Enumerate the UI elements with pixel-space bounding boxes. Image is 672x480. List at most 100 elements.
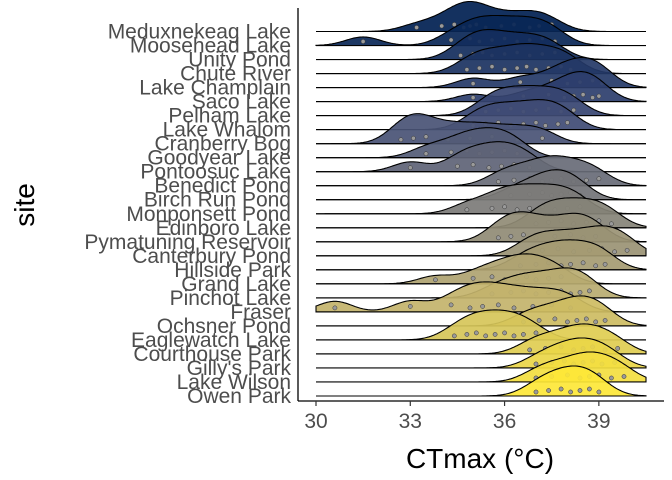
data-point	[423, 151, 429, 157]
data-point	[602, 261, 608, 267]
x-tick-label: 30	[304, 410, 327, 433]
y-tick-label: Grand Lake	[181, 273, 291, 296]
data-point	[486, 165, 492, 171]
data-point	[489, 274, 495, 280]
data-point	[583, 316, 589, 322]
data-point	[473, 330, 479, 336]
data-point	[521, 332, 526, 337]
data-point	[332, 305, 338, 311]
data-point	[612, 249, 617, 255]
data-point	[414, 25, 419, 30]
y-axis-title: site	[9, 183, 40, 227]
y-tick-label: Canterbury Pond	[132, 245, 291, 268]
data-point	[398, 137, 404, 143]
data-point	[455, 163, 460, 169]
data-point	[580, 260, 586, 266]
data-point	[543, 123, 548, 128]
data-point	[464, 207, 470, 213]
data-point	[593, 319, 599, 325]
data-point	[451, 333, 457, 339]
data-point	[533, 389, 539, 395]
data-point	[495, 179, 501, 185]
data-point	[577, 290, 583, 295]
data-point	[580, 92, 586, 97]
y-tick-label: Fraser	[230, 301, 291, 324]
data-point	[596, 176, 602, 182]
x-tick-label: 36	[493, 410, 516, 433]
y-tick-label: Pinchot Lake	[170, 287, 291, 310]
data-point	[451, 22, 457, 27]
y-tick-label: Lake Champlain	[139, 77, 291, 100]
y-tick-label: Lake Wilson	[177, 371, 291, 394]
data-point	[480, 304, 485, 309]
y-tick-label: Owen Park	[187, 385, 291, 408]
data-point	[514, 65, 520, 71]
data-point	[533, 361, 539, 367]
data-point	[568, 261, 573, 267]
y-tick-label: Unity Pond	[188, 49, 291, 72]
data-point	[621, 374, 627, 379]
y-tick-label: Pymatuning Reservoir	[84, 231, 291, 254]
ridge-layer	[315, 0, 647, 397]
data-point	[464, 332, 470, 337]
data-point	[470, 81, 476, 86]
data-point	[407, 304, 413, 309]
data-point	[514, 207, 520, 213]
data-point	[546, 388, 551, 393]
data-point	[609, 375, 614, 381]
x-axis: 30 33 36 39	[298, 400, 664, 433]
data-point	[502, 67, 507, 72]
data-point	[568, 389, 573, 395]
y-tick-label: Eaglewatch Lake	[131, 329, 291, 352]
y-tick-label: Courthouse Park	[133, 343, 291, 366]
x-tick-label: 33	[399, 410, 422, 433]
data-point	[477, 65, 482, 71]
data-point	[470, 95, 476, 100]
data-point	[521, 232, 526, 238]
data-point	[583, 177, 589, 183]
data-point	[527, 205, 533, 211]
data-point	[533, 67, 539, 72]
data-point	[508, 233, 514, 239]
data-point	[439, 23, 445, 29]
y-tick-label: Moosehead Lake	[130, 35, 291, 58]
y-tick-label: Saco Lake	[192, 91, 291, 114]
data-point	[577, 388, 583, 393]
y-tick-label: Pelham Lake	[168, 105, 291, 128]
y-tick-label: Birch Run Pond	[144, 189, 291, 212]
y-tick-label: Ochsner Pond	[157, 315, 291, 338]
data-point	[624, 247, 630, 253]
y-tick-label: Meduxnekeag Lake	[108, 21, 291, 44]
data-point	[536, 318, 542, 323]
x-axis-title: CTmax (°C)	[406, 443, 554, 474]
data-point	[615, 346, 621, 351]
data-point	[571, 107, 577, 113]
data-point	[464, 67, 470, 72]
data-point	[552, 316, 558, 322]
data-point	[448, 37, 454, 43]
data-point	[495, 235, 501, 241]
data-point	[423, 134, 429, 140]
x-tick-label: 39	[587, 410, 610, 433]
data-point	[555, 121, 561, 127]
y-tick-label: Gilly's Park	[187, 357, 292, 380]
data-point	[448, 149, 454, 155]
data-point	[433, 277, 438, 283]
y-tick-label: Hillside Park	[174, 259, 291, 282]
data-point	[596, 93, 602, 99]
data-point	[565, 319, 570, 325]
y-tick-label: Edinboro Lake	[156, 217, 291, 240]
data-point	[609, 221, 614, 227]
data-point	[411, 135, 416, 141]
data-point	[533, 120, 539, 125]
data-point	[596, 389, 602, 395]
data-point	[448, 302, 454, 308]
data-point	[458, 53, 463, 58]
y-tick-label: Goodyear Lake	[147, 147, 291, 170]
data-point	[489, 64, 495, 69]
data-point	[467, 305, 473, 311]
data-point	[470, 162, 476, 168]
data-point	[558, 386, 564, 392]
data-point	[565, 120, 570, 125]
